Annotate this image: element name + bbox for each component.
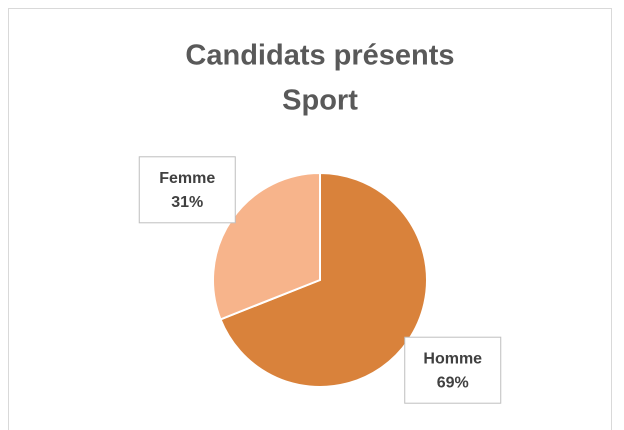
data-label-name: Homme [423, 350, 482, 367]
label-box [138, 156, 236, 224]
label-box [404, 336, 502, 404]
data-label-value: 69% [437, 374, 469, 391]
data-label-value: 31% [171, 194, 203, 211]
chart-title: Candidats présents [185, 40, 454, 72]
data-label-name: Femme [159, 170, 215, 187]
chart-title: Sport [282, 85, 358, 117]
